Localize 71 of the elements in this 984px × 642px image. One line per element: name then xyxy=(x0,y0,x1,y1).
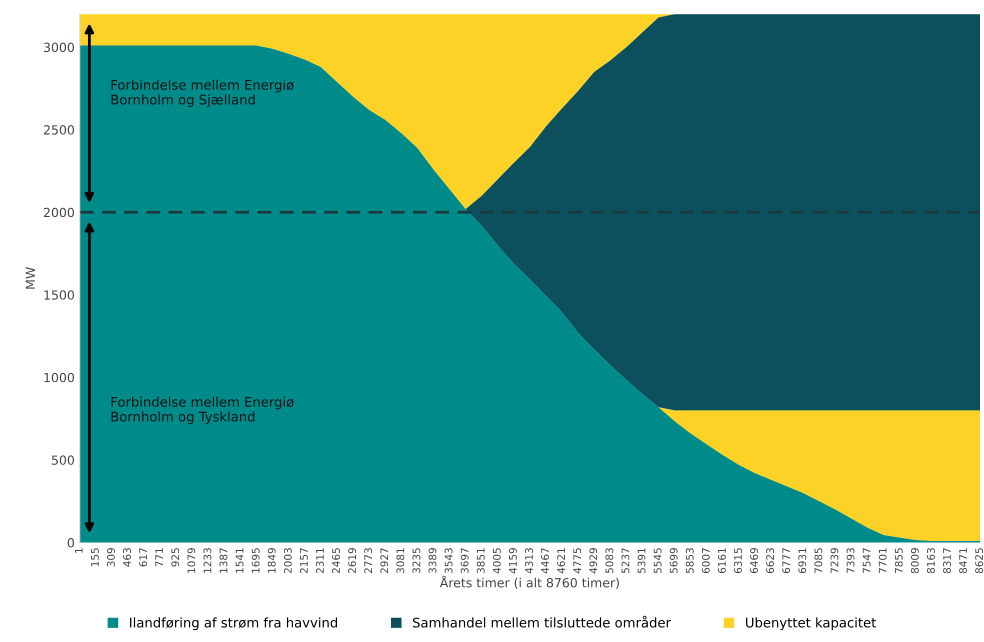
x-tick-label: 1695 xyxy=(252,548,260,573)
x-tick-label: 4005 xyxy=(492,548,501,574)
x-tick-label: 8009 xyxy=(910,548,919,574)
x-tick-label: 7855 xyxy=(894,548,903,574)
x-tick-label: 4929 xyxy=(589,548,598,574)
x-tick-label: 617 xyxy=(139,548,148,567)
x-tick-label: 1541 xyxy=(236,548,244,573)
x-tick-label: 3851 xyxy=(476,548,485,574)
x-tick-label: 1387 xyxy=(220,548,228,573)
y-axis-title: MW xyxy=(26,267,35,289)
x-tick-label: 1079 xyxy=(187,548,196,573)
x-tick-label: 463 xyxy=(123,548,131,567)
x-tick-label: 7239 xyxy=(830,548,838,574)
x-tick-label: 4775 xyxy=(573,548,582,574)
x-axis-title: Årets timer (i alt 8760 timer) xyxy=(440,576,619,589)
x-tick-label: 5237 xyxy=(621,548,630,574)
legend-label: Samhandel mellem tilsluttede områder xyxy=(412,616,671,628)
x-tick-label: 8625 xyxy=(975,548,984,574)
y-tick-label: 1000 xyxy=(44,372,74,382)
y-tick-label: 3000 xyxy=(44,42,74,52)
x-tick-label: 5083 xyxy=(605,548,614,574)
y-tick-label: 2500 xyxy=(44,125,74,135)
x-tick-label: 1 xyxy=(74,548,83,553)
x-tick-label: 8317 xyxy=(943,548,951,574)
y-tick-label: 0 xyxy=(68,538,74,548)
x-tick-label: 2619 xyxy=(348,548,356,574)
x-tick-label: 4621 xyxy=(557,548,566,574)
y-tick-label: 1500 xyxy=(44,290,74,300)
x-tick-label: 5391 xyxy=(638,548,646,574)
annotation: Forbindelse mellem Energiø Bornholm og Sjælland xyxy=(112,80,294,108)
x-tick-label: 3389 xyxy=(428,548,436,574)
x-tick-label: 6623 xyxy=(766,548,774,574)
x-tick-label: 2003 xyxy=(284,548,292,574)
legend-label: Ilandføring af strøm fra havvind xyxy=(130,617,338,630)
x-tick-label: 6931 xyxy=(798,548,806,574)
x-tick-label: 5853 xyxy=(686,548,694,574)
x-tick-label: 1233 xyxy=(203,548,212,573)
x-tick-label: 4159 xyxy=(508,548,517,574)
x-tick-label: 7393 xyxy=(846,548,854,574)
x-tick-label: 6161 xyxy=(718,548,726,574)
x-tick-label: 6777 xyxy=(782,548,790,574)
x-tick-label: 155 xyxy=(91,548,99,566)
x-tick-label: 6007 xyxy=(702,548,710,574)
x-tick-label: 7547 xyxy=(862,548,871,574)
x-tick-label: 771 xyxy=(155,548,163,566)
x-tick-label: 5545 xyxy=(654,548,662,574)
x-tick-label: 2773 xyxy=(364,548,372,574)
y-tick-label: 500 xyxy=(52,455,74,465)
x-tick-label: 5699 xyxy=(670,548,678,574)
x-tick-label: 925 xyxy=(171,548,180,567)
x-tick-label: 2157 xyxy=(300,548,308,574)
x-tick-label: 7085 xyxy=(814,548,822,574)
x-tick-label: 7701 xyxy=(878,548,887,574)
x-tick-label: 1849 xyxy=(268,548,276,573)
annotation: Forbindelse mellem Energiø Bornholm og Tyskland xyxy=(112,396,294,424)
x-tick-label: 3697 xyxy=(460,548,469,574)
x-tick-label: 2311 xyxy=(316,548,324,574)
x-tick-label: 3543 xyxy=(444,548,453,574)
x-tick-label: 8163 xyxy=(926,548,935,574)
x-tick-label: 6315 xyxy=(734,548,742,574)
x-tick-label: 8471 xyxy=(959,548,968,574)
x-tick-label: 2465 xyxy=(332,548,340,574)
x-tick-label: 4313 xyxy=(525,548,533,574)
legend-label: Ubenyttet kapacitet xyxy=(746,617,876,630)
x-tick-label: 2927 xyxy=(380,548,388,574)
x-tick-label: 4467 xyxy=(541,548,549,574)
x-tick-label: 309 xyxy=(107,548,115,566)
x-tick-label: 6469 xyxy=(750,548,758,574)
x-tick-label: 3235 xyxy=(412,548,420,574)
x-tick-label: 3081 xyxy=(396,548,404,574)
y-tick-label: 2000 xyxy=(44,208,74,218)
